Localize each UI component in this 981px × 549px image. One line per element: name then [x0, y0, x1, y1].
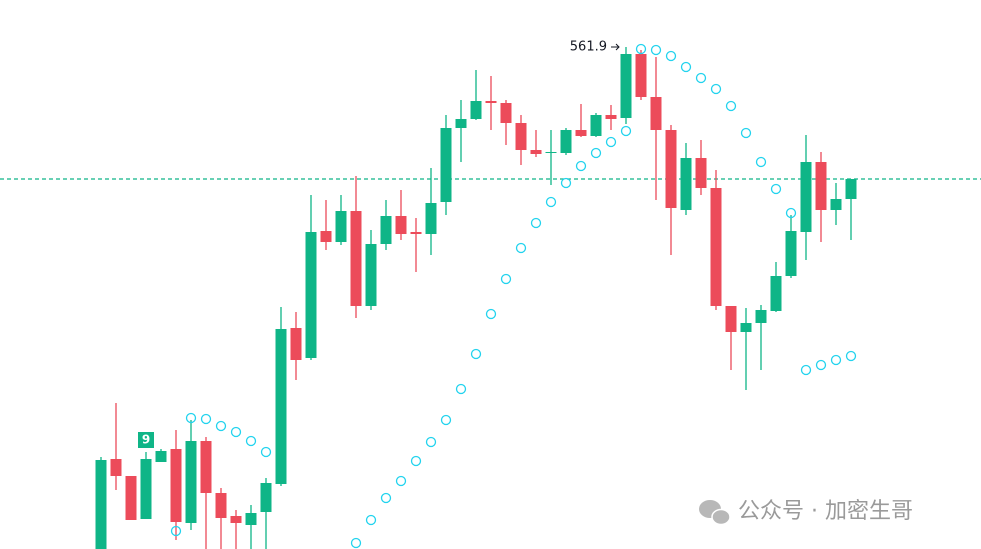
candle-body: [305, 232, 317, 358]
candle-body: [785, 231, 797, 276]
candle-body: [230, 516, 242, 523]
candle-body: [95, 460, 107, 549]
candle-body: [425, 203, 437, 234]
high-label: 561.9: [570, 40, 607, 55]
candle-body: [320, 231, 332, 242]
watermark: 公众号 · 加密生哥: [738, 499, 913, 524]
psar-dot: [545, 196, 557, 208]
psar-dot: [230, 426, 242, 438]
psar-dot: [785, 207, 797, 219]
psar-dot: [605, 136, 617, 148]
candle-body: [155, 451, 167, 462]
candle-body: [845, 179, 857, 199]
candle-body: [755, 310, 767, 323]
candle-body: [335, 211, 347, 242]
candle-body: [500, 103, 512, 123]
wechat-icon: [699, 500, 731, 526]
psar-dot: [455, 383, 467, 395]
candle-body: [260, 483, 272, 512]
candle-body: [395, 216, 407, 234]
candle-body: [365, 244, 377, 306]
candle-body: [560, 130, 572, 153]
psar-dot: [725, 100, 737, 112]
candle-body: [410, 232, 422, 234]
psar-dot: [200, 413, 212, 425]
psar-dot: [620, 125, 632, 137]
psar-dot: [770, 183, 782, 195]
signal-label: 9: [142, 433, 150, 447]
candle-body: [605, 115, 617, 119]
candle-body: [770, 276, 782, 311]
candle-body: [185, 441, 197, 523]
psar-dot: [425, 436, 437, 448]
psar-dot: [575, 160, 587, 172]
candle-body: [545, 152, 557, 153]
candle-body: [680, 158, 692, 210]
psar-dot: [470, 348, 482, 360]
candle-body: [635, 54, 647, 97]
candle-body: [470, 101, 482, 119]
psar-dot: [800, 364, 812, 376]
psar-dot: [500, 273, 512, 285]
candle-body: [650, 97, 662, 130]
candle-body: [215, 493, 227, 518]
psar-dot: [635, 43, 647, 55]
candle-body: [800, 162, 812, 232]
candle-body: [200, 441, 212, 493]
psar-dot: [365, 514, 377, 526]
psar-dot: [185, 412, 197, 424]
psar-dot: [665, 50, 677, 62]
psar-dot: [410, 455, 422, 467]
candle-body: [350, 211, 362, 306]
candle-body: [740, 323, 752, 332]
candle-body: [830, 199, 842, 210]
psar-dot: [215, 420, 227, 432]
candle-body: [620, 54, 632, 118]
candle-body: [590, 115, 602, 136]
psar-dot: [530, 217, 542, 229]
psar-dot: [515, 242, 527, 254]
psar-dot: [710, 83, 722, 95]
psar-dot: [830, 354, 842, 366]
psar-dot: [845, 350, 857, 362]
psar-dot: [350, 537, 362, 549]
candle-body: [380, 216, 392, 244]
candle-body: [485, 101, 497, 103]
psar-dot: [440, 414, 452, 426]
candle-body: [170, 449, 182, 522]
candle-body: [815, 162, 827, 210]
candle-body: [125, 476, 137, 520]
signal-badge: [138, 432, 154, 448]
candle-body: [575, 130, 587, 136]
candle-body: [695, 158, 707, 188]
candle-body: [140, 459, 152, 519]
psar-dot: [740, 127, 752, 139]
psar-dot: [260, 446, 272, 458]
candle-body: [455, 119, 467, 128]
psar-dot: [485, 308, 497, 320]
candle-body: [710, 188, 722, 306]
psar-dot: [395, 475, 407, 487]
high-arrow: [611, 43, 620, 51]
psar-dot: [380, 492, 392, 504]
psar-dot: [695, 72, 707, 84]
psar-dot: [650, 44, 662, 56]
candle-body: [530, 150, 542, 154]
candle-body: [110, 459, 122, 476]
psar-dot: [815, 359, 827, 371]
candle-body: [245, 513, 257, 525]
candle-body: [515, 123, 527, 150]
candle-body: [440, 128, 452, 202]
psar-dot: [755, 156, 767, 168]
psar-dot: [560, 177, 572, 189]
psar-dot: [590, 147, 602, 159]
candle-body: [665, 130, 677, 208]
psar-dot: [245, 435, 257, 447]
psar-dot: [170, 525, 182, 537]
candle-body: [725, 306, 737, 332]
psar-dot: [680, 61, 692, 73]
candle-body: [275, 329, 287, 484]
candle-body: [290, 328, 302, 360]
